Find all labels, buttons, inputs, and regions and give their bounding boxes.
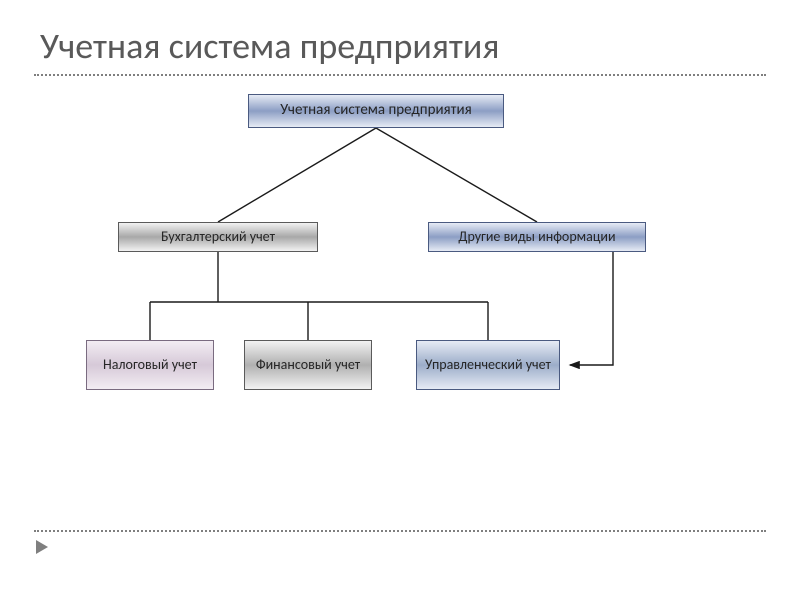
node-management: Управленческий учет [416, 340, 560, 390]
bullet-icon [36, 540, 48, 554]
node-label: Финансовый учет [256, 357, 360, 373]
node-tax: Налоговый учет [86, 340, 214, 390]
node-label: Учетная система предприятия [280, 102, 471, 119]
node-label: Налоговый учет [103, 357, 197, 373]
edge [570, 252, 613, 365]
node-accounting: Бухгалтерский учет [118, 222, 318, 252]
node-label: Другие виды информации [458, 229, 615, 245]
node-financial: Финансовый учет [244, 340, 372, 390]
slide: Учетная система предприятия Учетная сист… [0, 0, 800, 600]
diagram-connectors [0, 0, 800, 600]
node-label: Бухгалтерский учет [161, 229, 275, 245]
divider-top [34, 74, 766, 76]
node-root: Учетная система предприятия [248, 94, 504, 128]
divider-bottom [34, 530, 766, 532]
edge [376, 128, 537, 222]
node-label: Управленческий учет [425, 357, 551, 373]
node-other: Другие виды информации [428, 222, 646, 252]
edge [218, 128, 376, 222]
slide-title: Учетная система предприятия [40, 24, 499, 68]
